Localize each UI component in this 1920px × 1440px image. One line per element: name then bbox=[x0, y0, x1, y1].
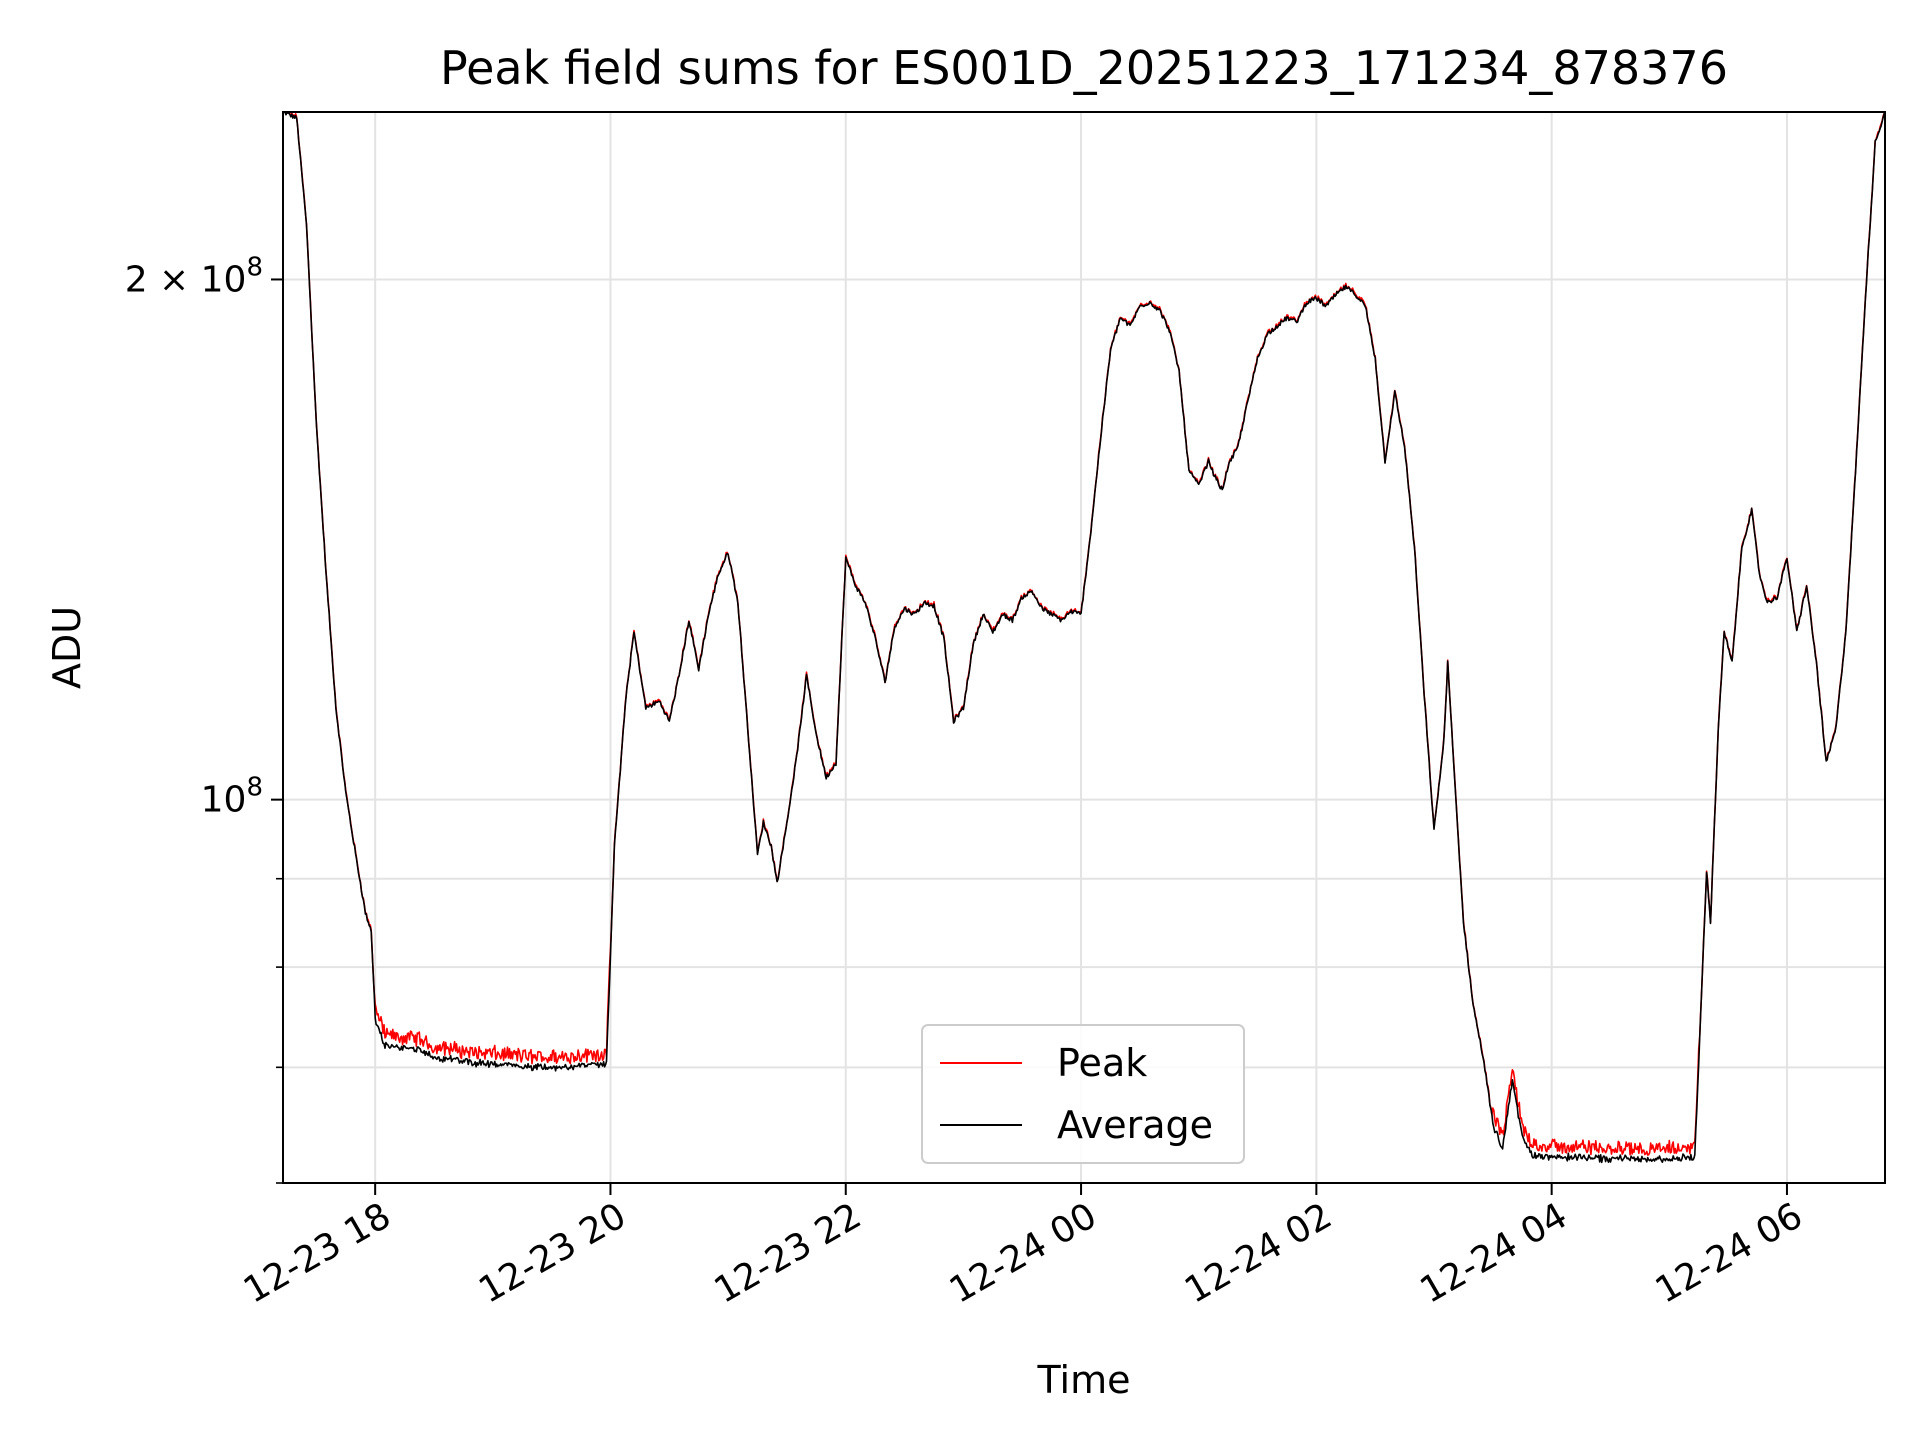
y-tick-label: 108 bbox=[201, 773, 263, 821]
y-axis-label: ADU bbox=[45, 606, 89, 689]
legend-label-peak: Peak bbox=[1057, 1041, 1147, 1085]
chart-title: Peak field sums for ES001D_20251223_1712… bbox=[440, 41, 1728, 95]
legend: Peak Average bbox=[921, 1024, 1245, 1164]
legend-label-average: Average bbox=[1057, 1103, 1213, 1147]
series-layer bbox=[283, 111, 1886, 1164]
x-axis-label: Time bbox=[1037, 1358, 1131, 1402]
plot-frame bbox=[282, 111, 1886, 1184]
series-line-average bbox=[283, 111, 1886, 1164]
legend-box bbox=[921, 1024, 1245, 1164]
y-tick-label: 2 × 108 bbox=[125, 252, 263, 300]
